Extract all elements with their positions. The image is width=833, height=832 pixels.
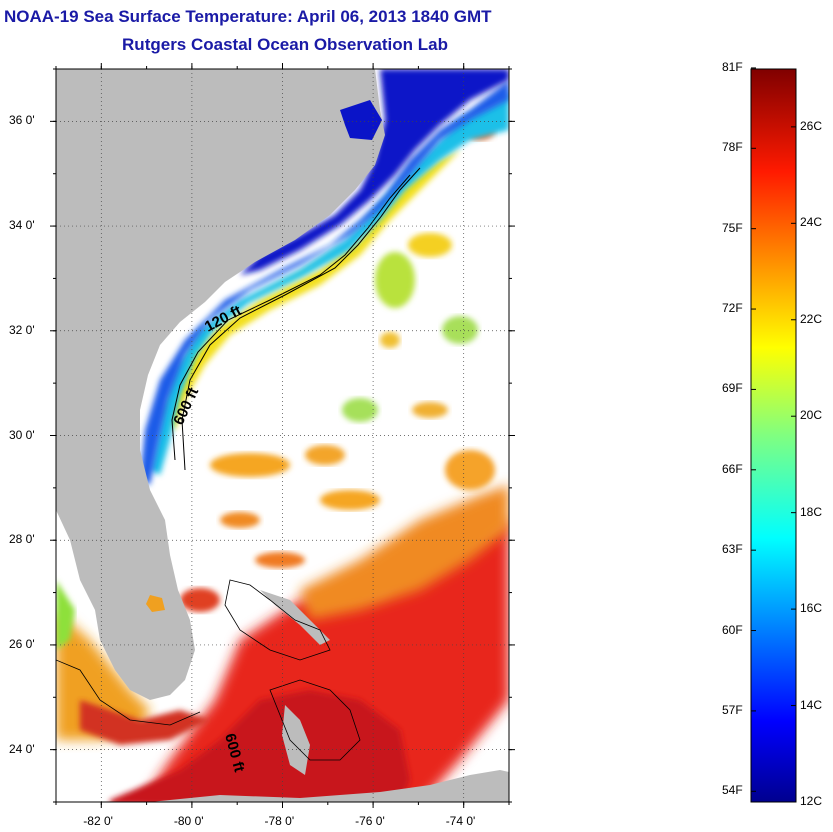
- colorbar-f-label: 60F: [722, 622, 743, 637]
- patch: [380, 332, 400, 348]
- lat-tick-label: 30 0': [9, 427, 35, 442]
- colorbar-f-label: 63F: [722, 542, 743, 557]
- patch: [220, 512, 260, 528]
- lat-tick-label: 26 0': [9, 636, 35, 651]
- lat-tick-label: 24 0': [9, 741, 35, 756]
- shelf-yellow: [165, 150, 460, 430]
- lon-tick-label: -80 0': [173, 814, 204, 828]
- contour-bahamas: [224, 579, 331, 661]
- map-title: NOAA-19 Sea Surface Temperature: April 0…: [4, 7, 492, 26]
- florida-keys-water: [80, 700, 210, 745]
- shelf-darkblue: [240, 69, 509, 275]
- colorbar-c-label: 26C: [800, 118, 823, 133]
- land-bahamas-1: [260, 590, 330, 645]
- shelf-cyan: [150, 90, 509, 475]
- land-cuba: [150, 770, 509, 802]
- land-southeast-us: [56, 69, 385, 700]
- contour-600ft: [181, 167, 421, 471]
- colorbar-c-label: 12C: [800, 794, 823, 808]
- patch: [305, 445, 345, 465]
- land-sounds: [340, 100, 382, 140]
- colorbar-c-label: 16C: [800, 601, 823, 616]
- colorbar-c-label: 18C: [800, 504, 823, 519]
- land-bahamas-2: [282, 705, 310, 775]
- colorbar-f-label: 75F: [722, 220, 743, 235]
- contour-gulf: [56, 659, 201, 726]
- colorbar-c-label: 20C: [800, 408, 823, 423]
- contour-bahamas-2: [269, 679, 361, 761]
- lat-tick-label: 28 0': [9, 532, 35, 547]
- colorbar: [750, 68, 797, 803]
- colorbar-ticks: [751, 67, 796, 803]
- lon-tick-label: -78 0': [264, 814, 295, 828]
- colorbar-f-label: 78F: [722, 140, 743, 155]
- gulf-water-green: [56, 580, 75, 650]
- map-subtitle: Rutgers Coastal Ocean Observation Lab: [122, 35, 448, 54]
- lon-tick-label: -76 0': [355, 814, 385, 828]
- colorbar-f-label: 69F: [722, 381, 743, 396]
- colorbar-c-label: 24C: [800, 215, 823, 230]
- colorbar-f-label: 81F: [722, 59, 743, 74]
- colorbar-c-label: 22C: [800, 311, 823, 326]
- contour-120ft: [171, 174, 411, 461]
- gulf-water: [56, 610, 150, 740]
- orange-band: [300, 485, 509, 620]
- patch: [210, 453, 290, 477]
- patch: [320, 490, 380, 510]
- colorbar-f-label: 66F: [722, 461, 743, 476]
- lon-tick-label: -82 0': [83, 814, 113, 828]
- lat-tick-label: 36 0': [9, 113, 35, 128]
- patch: [342, 398, 378, 422]
- patch: [408, 233, 452, 257]
- land-lake: [146, 595, 165, 612]
- colorbar-f-label: 54F: [722, 783, 743, 798]
- lat-tick-label: 34 0': [9, 218, 35, 233]
- patch: [412, 402, 448, 418]
- patch: [375, 252, 415, 308]
- colorbar-f-label: 57F: [722, 702, 743, 717]
- patch: [445, 450, 495, 490]
- patch: [180, 588, 220, 612]
- patch: [255, 552, 305, 568]
- warm-water-bahamas: [110, 690, 410, 802]
- lat-tick-label: 32 0': [9, 322, 35, 337]
- colorbar-c-label: 14C: [800, 697, 823, 712]
- lon-tick-label: -74 0': [445, 814, 476, 828]
- patch: [442, 316, 478, 344]
- colorbar-f-label: 72F: [722, 301, 743, 316]
